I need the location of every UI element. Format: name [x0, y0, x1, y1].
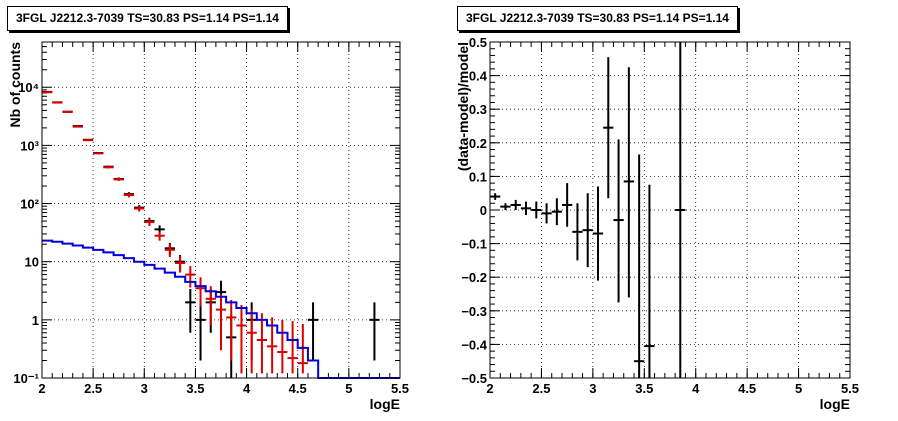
right-x-tick-label: 3.5 [635, 381, 653, 396]
right-plot-frame [489, 41, 851, 379]
right-x-tick-label: 5.5 [841, 381, 859, 396]
left-y-axis-label: Nb of counts [7, 42, 23, 128]
right-y-tick-label: −0.1 [461, 237, 487, 252]
right-x-axis-label: logE [820, 396, 850, 412]
right-x-tick-label: 4 [692, 381, 700, 396]
left-x-tick-label: 4 [243, 381, 251, 396]
right-y-tick-label: 0.1 [469, 169, 487, 184]
right-y-tick-label: −0.3 [461, 304, 487, 319]
right-y-tick-label: 0 [480, 203, 487, 218]
right-y-tick-label: −0.4 [461, 337, 487, 352]
left-y-tick-label: 10⁴ [18, 80, 39, 95]
left-x-tick-label: 5 [345, 381, 352, 396]
left-x-tick-label: 3.5 [186, 381, 204, 396]
left-x-tick-label: 2.5 [84, 381, 102, 396]
chart-title-left: 3FGL J2212.3-7039 TS=30.83 PS=1.14 PS=1.… [7, 6, 288, 31]
right-x-tick-label: 3 [589, 381, 596, 396]
right-x-tick-label: 5 [795, 381, 802, 396]
right-y-tick-label: −0.2 [461, 270, 487, 285]
right-y-tick-label: 0.2 [469, 136, 487, 151]
right-y-tick-label: 0.5 [469, 35, 487, 50]
left-x-tick-label: 2 [38, 381, 45, 396]
left-y-tick-label: 10² [20, 197, 39, 212]
right-y-axis-label: (data-model)/model [455, 42, 471, 171]
right-x-tick-label: 2.5 [532, 381, 550, 396]
left-x-tick-label: 4.5 [289, 381, 307, 396]
right-y-tick-label: 0.3 [469, 102, 487, 117]
right-y-tick-label: −0.5 [461, 371, 487, 386]
left-y-tick-label: 10 [25, 255, 39, 270]
left-x-axis-label: logE [370, 396, 400, 412]
left-y-tick-label: 10⁻¹ [13, 371, 39, 386]
right-x-tick-label: 4.5 [738, 381, 756, 396]
right-y-tick-label: 0.4 [469, 69, 488, 84]
left-x-tick-label: 5.5 [391, 381, 409, 396]
chart-title-right: 3FGL J2212.3-7039 TS=30.83 PS=1.14 PS=1.… [457, 6, 738, 31]
left-model-step-line [42, 239, 400, 379]
left-y-tick-label: 1 [32, 313, 39, 328]
left-x-tick-label: 3 [141, 381, 148, 396]
right-x-tick-label: 2 [486, 381, 493, 396]
left-y-tick-label: 10³ [20, 138, 39, 153]
left-plot-frame [41, 41, 401, 379]
